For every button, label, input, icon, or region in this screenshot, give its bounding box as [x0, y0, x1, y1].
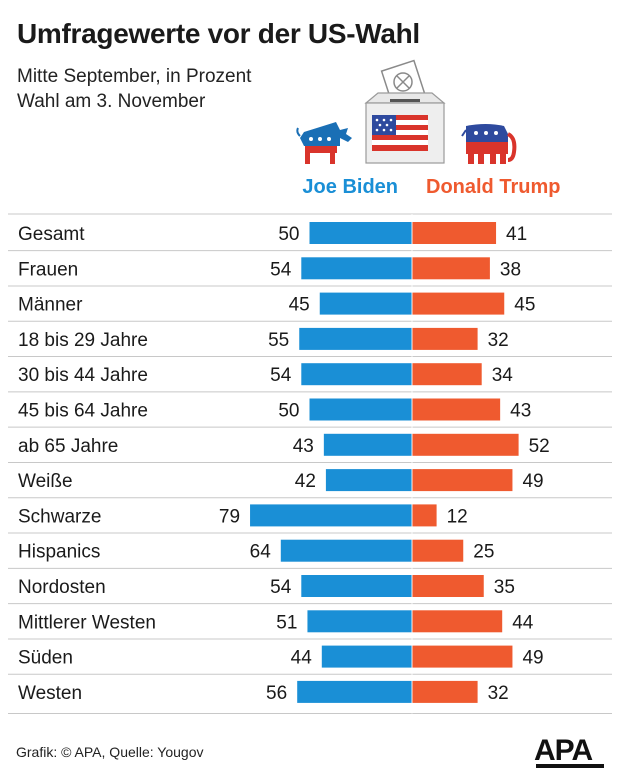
- value-label-biden: 55: [268, 330, 289, 351]
- category-label: 30 bis 44 Jahre: [18, 365, 148, 386]
- value-label-trump: 49: [522, 648, 543, 669]
- bar-trump: [412, 610, 503, 633]
- value-label-trump: 32: [488, 683, 509, 704]
- bar-biden: [301, 575, 412, 597]
- bar-biden: [250, 504, 412, 527]
- bar-trump: [412, 292, 505, 315]
- ballot-box-with-us-flag-icon: [364, 59, 446, 164]
- bar-trump: [412, 327, 478, 350]
- value-label-trump: 34: [492, 365, 514, 386]
- value-label-biden: 51: [276, 612, 297, 633]
- value-label-biden: 50: [278, 224, 299, 245]
- value-label-trump: 25: [473, 542, 494, 563]
- bar-biden: [319, 292, 412, 315]
- bar-biden: [321, 645, 412, 668]
- value-label-trump: 43: [510, 401, 531, 422]
- bar-biden: [307, 610, 412, 633]
- chart-subtitle: Mitte September, in Prozent: [17, 66, 252, 87]
- bar-biden: [309, 222, 412, 244]
- value-label-trump: 35: [494, 577, 515, 598]
- value-label-biden: 64: [250, 542, 272, 563]
- category-label: 18 bis 29 Jahre: [18, 330, 148, 351]
- value-label-biden: 54: [270, 365, 292, 386]
- bar-trump: [412, 645, 513, 668]
- apa-logo-underline: [536, 764, 604, 768]
- value-label-trump: 38: [500, 259, 521, 280]
- category-label: Schwarze: [18, 506, 101, 527]
- value-label-trump: 52: [529, 436, 550, 457]
- category-label: ab 65 Jahre: [18, 436, 118, 457]
- chart-subtitle-election-date: Wahl am 3. November: [17, 91, 206, 112]
- category-label: Männer: [18, 295, 83, 316]
- chart-title: Umfragewerte vor der US-Wahl: [17, 18, 420, 49]
- value-label-trump: 49: [522, 471, 543, 492]
- category-label: Westen: [18, 683, 82, 704]
- bar-trump: [412, 398, 501, 421]
- bar-trump: [412, 539, 464, 562]
- bar-biden: [299, 327, 412, 350]
- category-label: Nordosten: [18, 577, 106, 598]
- bar-trump: [412, 575, 484, 597]
- apa-logo: APA: [534, 734, 593, 767]
- bar-biden: [323, 433, 412, 456]
- bar-trump: [412, 680, 478, 703]
- category-label: Mittlerer Westen: [18, 612, 156, 633]
- value-label-trump: 12: [447, 506, 468, 527]
- value-label-biden: 56: [266, 683, 287, 704]
- value-label-biden: 79: [219, 506, 240, 527]
- value-label-trump: 44: [512, 612, 534, 633]
- bar-biden: [309, 398, 412, 421]
- value-label-trump: 32: [488, 330, 509, 351]
- value-label-biden: 44: [291, 648, 313, 669]
- democratic-donkey-icon: [296, 122, 352, 164]
- value-label-trump: 41: [506, 224, 527, 245]
- us-flag-icon: [372, 115, 428, 151]
- category-label: Frauen: [18, 259, 78, 280]
- category-label: 45 bis 64 Jahre: [18, 401, 148, 422]
- bar-trump: [412, 363, 482, 386]
- value-label-biden: 54: [270, 577, 292, 598]
- bar-biden: [301, 363, 412, 386]
- value-label-biden: 43: [293, 436, 314, 457]
- bar-trump: [412, 504, 437, 527]
- category-label: Süden: [18, 648, 73, 669]
- legend-biden: Joe Biden: [302, 176, 398, 198]
- category-label: Weiße: [18, 471, 73, 492]
- value-label-biden: 45: [289, 295, 310, 316]
- bar-trump: [412, 257, 490, 280]
- value-label-biden: 42: [295, 471, 316, 492]
- value-label-biden: 50: [278, 401, 299, 422]
- bar-trump: [412, 469, 513, 492]
- bar-biden: [301, 257, 412, 280]
- value-label-biden: 54: [270, 259, 292, 280]
- legend-trump: Donald Trump: [426, 176, 561, 198]
- category-label: Hispanics: [18, 542, 100, 563]
- value-label-trump: 45: [514, 295, 535, 316]
- bar-trump: [412, 433, 519, 456]
- category-label: Gesamt: [18, 224, 85, 245]
- diverging-bar-chart: Gesamt 50 41 Frauen 54 38 Männer 45 45 18 bis 29 …: [8, 213, 612, 715]
- bar-biden: [325, 469, 412, 492]
- republican-elephant-icon: [461, 124, 517, 164]
- bar-biden: [280, 539, 412, 562]
- bar-biden: [297, 680, 412, 703]
- bar-trump: [412, 222, 497, 244]
- source-credit: Grafik: © APA, Quelle: Yougov: [16, 744, 204, 760]
